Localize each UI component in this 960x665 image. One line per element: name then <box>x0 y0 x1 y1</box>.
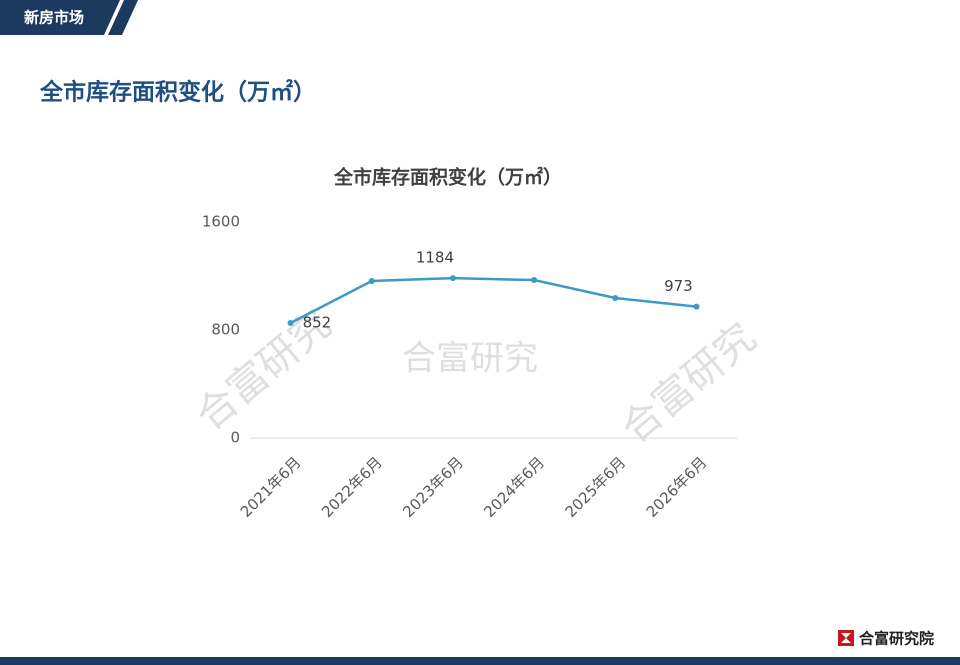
y-tick-label: 800 <box>211 321 240 339</box>
data-label: 1184 <box>416 249 454 267</box>
slide-title: 全市库存面积变化（万㎡） <box>39 79 316 106</box>
x-tick-label: 2022年6月 <box>318 453 386 521</box>
y-tick-label: 0 <box>230 429 240 447</box>
y-tick-label: 1600 <box>202 213 240 231</box>
point <box>693 303 700 310</box>
data-label: 973 <box>664 277 693 295</box>
tab-stripe <box>108 0 138 35</box>
point <box>368 277 375 284</box>
point <box>287 319 294 326</box>
watermark: 合富研究 <box>613 314 765 452</box>
data-label: 852 <box>303 313 332 331</box>
section-label: 新房市场 <box>24 9 84 27</box>
brand: 合富研究院 <box>858 630 934 648</box>
x-tick-label: 2023年6月 <box>399 453 467 521</box>
x-tick-label: 2021年6月 <box>237 453 305 521</box>
x-tick-label: 2025年6月 <box>562 453 630 521</box>
point <box>612 295 619 302</box>
watermarks: 合富研究 合富研究 合富研究 <box>188 301 765 452</box>
watermark: 合富研究 <box>402 339 538 379</box>
point <box>449 275 456 282</box>
logo-icon <box>838 630 854 646</box>
chart-title: 全市库存面积变化（万㎡） <box>333 166 562 189</box>
x-tick-label: 2024年6月 <box>480 453 548 521</box>
section-tab <box>0 0 120 35</box>
footer-bar <box>0 657 960 665</box>
x-tick-label: 2026年6月 <box>643 453 711 521</box>
logo-mark <box>841 633 851 643</box>
point <box>531 277 538 284</box>
series-line <box>290 276 697 325</box>
